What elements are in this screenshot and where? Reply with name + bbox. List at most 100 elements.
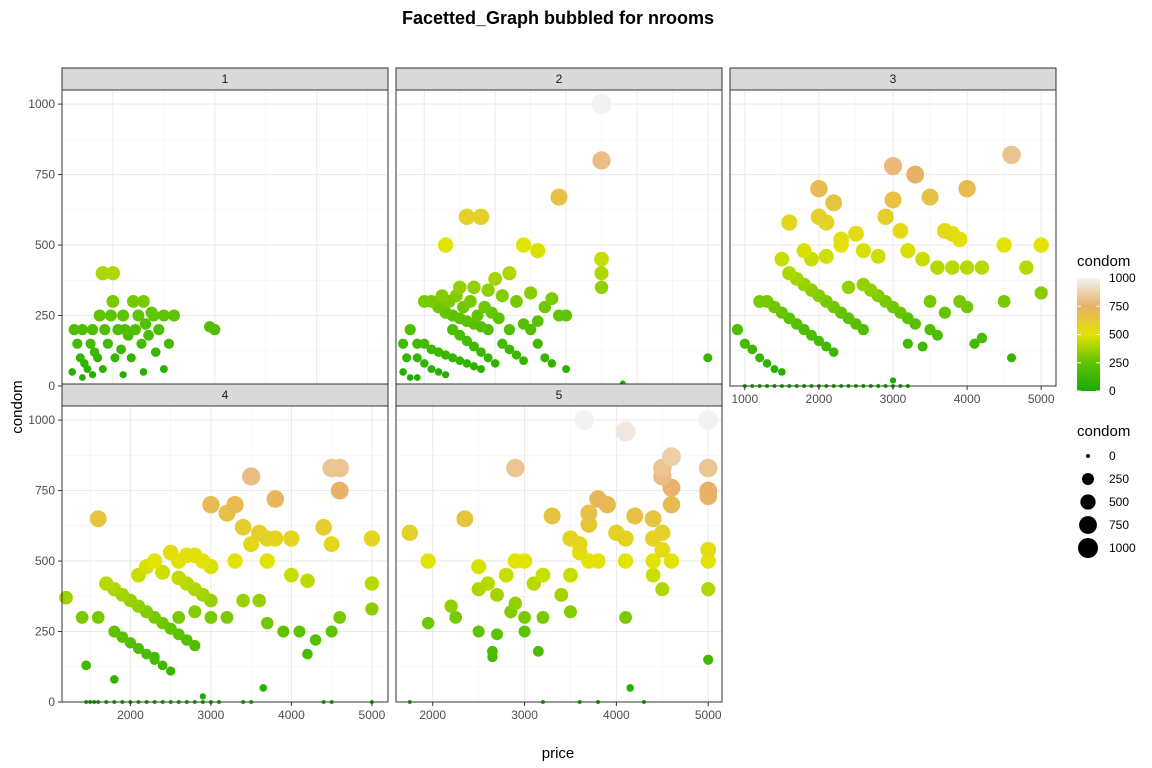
data-point: [461, 335, 473, 347]
data-point: [124, 637, 137, 649]
data-point: [110, 353, 120, 363]
data-point: [236, 593, 250, 608]
x-tick-label: 1000: [731, 392, 758, 406]
data-point: [608, 524, 625, 542]
size-legend-key: [1080, 494, 1096, 510]
data-point: [146, 553, 163, 569]
y-tick-label: 1000: [28, 413, 55, 427]
data-point: [511, 350, 522, 360]
data-point: [189, 640, 201, 652]
y-tick-label: 750: [35, 168, 55, 182]
data-point: [856, 277, 871, 292]
data-point: [425, 295, 438, 308]
data-point: [594, 280, 609, 295]
data-point: [471, 309, 484, 322]
data-point: [782, 266, 797, 281]
data-point: [818, 248, 834, 264]
data-point: [703, 353, 713, 363]
data-point: [116, 344, 126, 355]
data-point: [906, 165, 925, 184]
data-point: [226, 495, 244, 514]
data-point: [480, 576, 496, 591]
data-point: [99, 576, 114, 591]
grid-lines: [61, 90, 388, 387]
data-point: [284, 567, 299, 583]
data-point: [884, 191, 902, 209]
data-point: [68, 324, 80, 336]
data-point: [110, 675, 119, 684]
data-point: [102, 338, 113, 349]
data-point: [406, 374, 414, 381]
data-point: [95, 266, 110, 281]
y-tick-label: 500: [35, 238, 55, 252]
x-tick-label: 4000: [603, 708, 630, 722]
data-point: [774, 251, 790, 267]
data-point: [419, 338, 430, 349]
data-point: [892, 223, 909, 239]
data-point: [517, 318, 530, 330]
data-point: [508, 596, 523, 611]
data-point: [426, 344, 437, 355]
data-point: [399, 368, 407, 376]
data-point: [644, 510, 662, 528]
data-point: [560, 309, 573, 322]
data-point: [538, 300, 552, 314]
x-axis-title: price: [542, 745, 575, 762]
data-point: [698, 458, 718, 478]
x-tick-label: 2000: [419, 708, 446, 722]
data-point: [421, 616, 435, 630]
data-point: [458, 208, 476, 226]
color-legend-title: condom: [1077, 253, 1130, 270]
data-point: [698, 410, 719, 431]
data-point: [75, 611, 89, 624]
data-point: [883, 157, 903, 176]
facet-panel-3: 3 1000 2000 3000 4000 5000: [729, 67, 1057, 406]
data-point: [562, 530, 579, 547]
data-point: [420, 553, 436, 569]
data-point: [591, 94, 612, 115]
data-point: [243, 536, 260, 553]
data-point: [162, 544, 179, 561]
data-point: [132, 642, 144, 654]
data-point: [126, 353, 136, 363]
data-point: [1002, 145, 1021, 165]
data-point: [655, 582, 670, 597]
data-point: [554, 587, 569, 602]
data-point: [506, 458, 525, 478]
facet-strip-label: 4: [222, 388, 229, 402]
data-point: [456, 510, 474, 528]
data-point: [563, 605, 578, 619]
y-tick-label: 500: [35, 554, 55, 568]
data-point: [440, 350, 451, 360]
size-legend-key: [1086, 454, 1090, 458]
x-tick-label: 2000: [117, 708, 144, 722]
data-point: [333, 611, 347, 624]
data-point: [563, 567, 578, 583]
data-point: [504, 344, 515, 355]
facet-panel-4: 4 2000 3000 4000 5000 0 250 500 750 1000: [28, 383, 389, 722]
y-tick-label: 750: [35, 484, 55, 498]
data-point: [619, 611, 632, 624]
y-axis-title: condom: [9, 380, 26, 433]
data-point: [958, 179, 976, 198]
panel-background: [62, 406, 388, 702]
data-point: [755, 353, 765, 363]
data-point: [477, 365, 486, 374]
facet-panel-5: 5 2000 3000 4000 5000: [395, 383, 723, 722]
data-point: [277, 625, 290, 638]
data-point: [309, 634, 322, 646]
data-point: [518, 625, 531, 638]
data-point: [364, 576, 380, 591]
size-legend-title: condom: [1077, 423, 1130, 440]
x-tick-label: 5000: [1028, 392, 1055, 406]
data-point: [76, 324, 88, 336]
data-point: [974, 260, 990, 275]
data-point: [532, 645, 544, 657]
x-tick-label: 3000: [880, 392, 907, 406]
data-point: [490, 359, 500, 368]
data-point: [168, 309, 181, 322]
data-point: [104, 309, 117, 322]
data-point: [663, 553, 680, 569]
data-point: [490, 587, 504, 602]
